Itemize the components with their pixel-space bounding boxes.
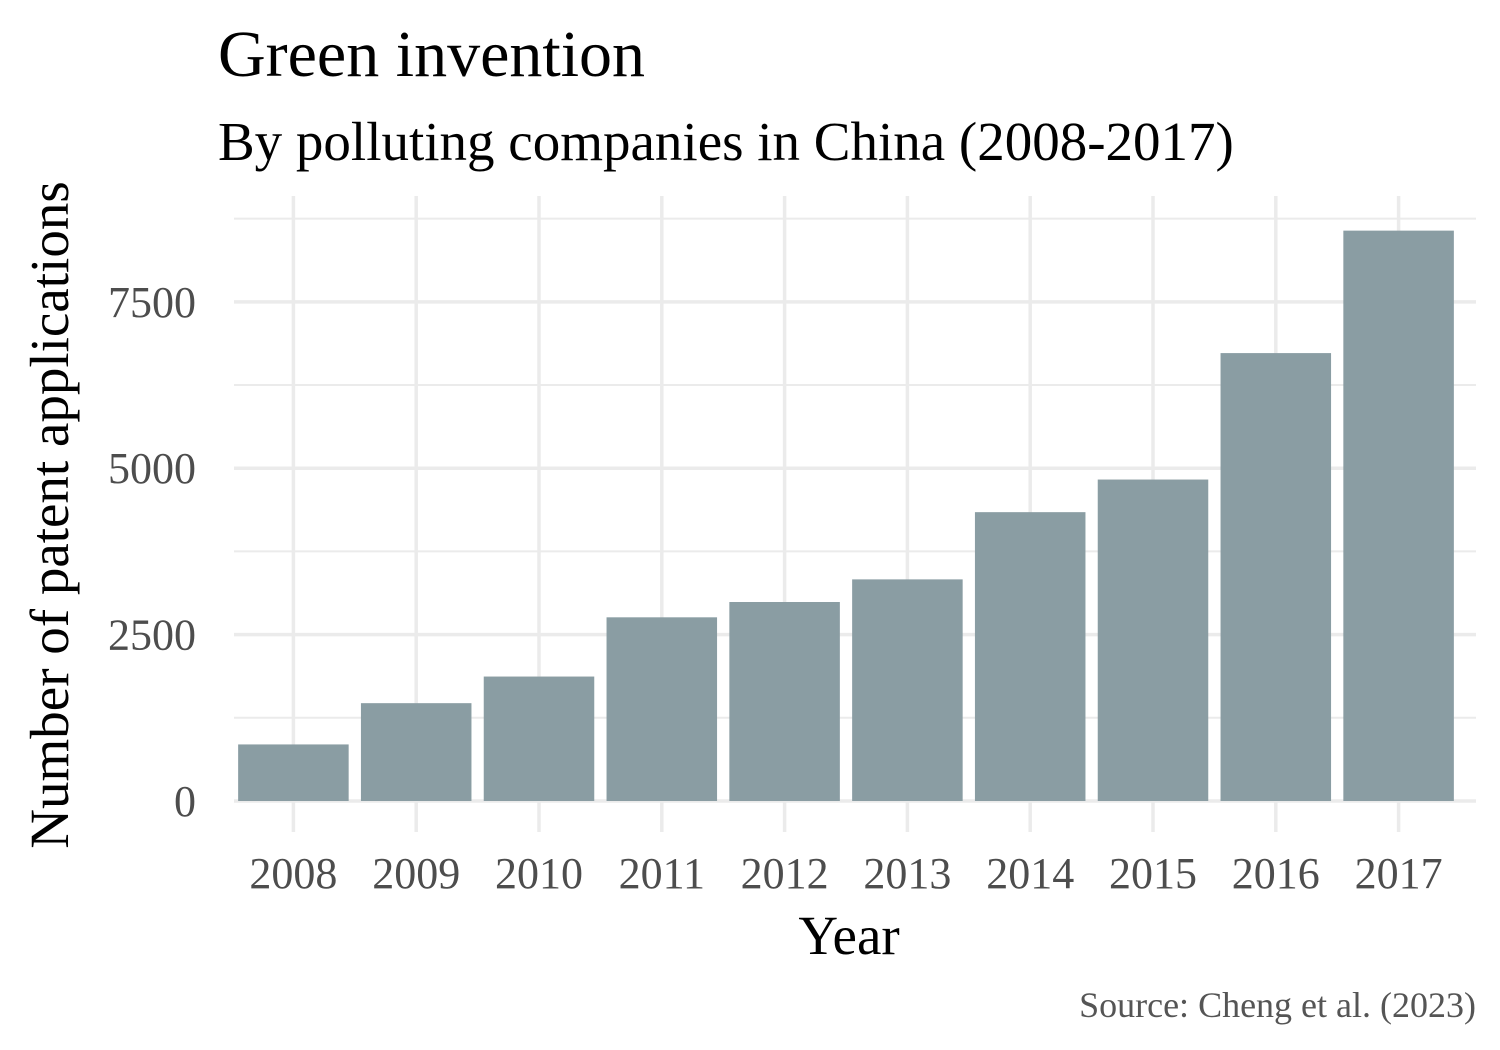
x-tick-label: 2009: [372, 849, 460, 898]
x-tick-label: 2013: [863, 849, 951, 898]
x-tick-label: 2015: [1109, 849, 1197, 898]
x-tick-label: 2010: [495, 849, 583, 898]
x-tick-label: 2011: [619, 849, 705, 898]
bar-2016: [1220, 353, 1332, 801]
y-tick-label: 2500: [108, 611, 196, 660]
bar-2011: [606, 617, 718, 801]
bar-2009: [360, 703, 472, 801]
chart-title: Green invention: [218, 18, 645, 91]
x-tick-labels: 2008 2009 2010 2011 2012 2013 2014 2015 2016 2017: [249, 849, 1442, 898]
x-axis-label: Year: [798, 905, 899, 966]
x-tick-label: 2012: [741, 849, 829, 898]
bar-2017: [1343, 230, 1454, 802]
x-tick-label: 2014: [986, 849, 1074, 898]
bar-2014: [974, 512, 1086, 801]
y-tick-labels: 0 2500 5000 7500: [108, 278, 196, 826]
y-tick-label: 7500: [108, 278, 196, 327]
chart-subtitle: By polluting companies in China (2008-20…: [218, 111, 1234, 172]
y-axis-label: Number of patent applications: [19, 181, 80, 848]
bars: [238, 230, 1454, 802]
bar-2010: [483, 676, 595, 801]
y-tick-label: 5000: [108, 444, 196, 493]
bar-2013: [852, 579, 963, 801]
bar-2012: [729, 602, 840, 801]
x-tick-label: 2016: [1232, 849, 1320, 898]
x-tick-label: 2017: [1355, 849, 1443, 898]
bar-2008: [238, 744, 349, 801]
bar-2015: [1097, 479, 1209, 801]
y-tick-label: 0: [174, 777, 196, 826]
source-caption: Source: Cheng et al. (2023): [1079, 985, 1476, 1025]
x-tick-label: 2008: [249, 849, 337, 898]
